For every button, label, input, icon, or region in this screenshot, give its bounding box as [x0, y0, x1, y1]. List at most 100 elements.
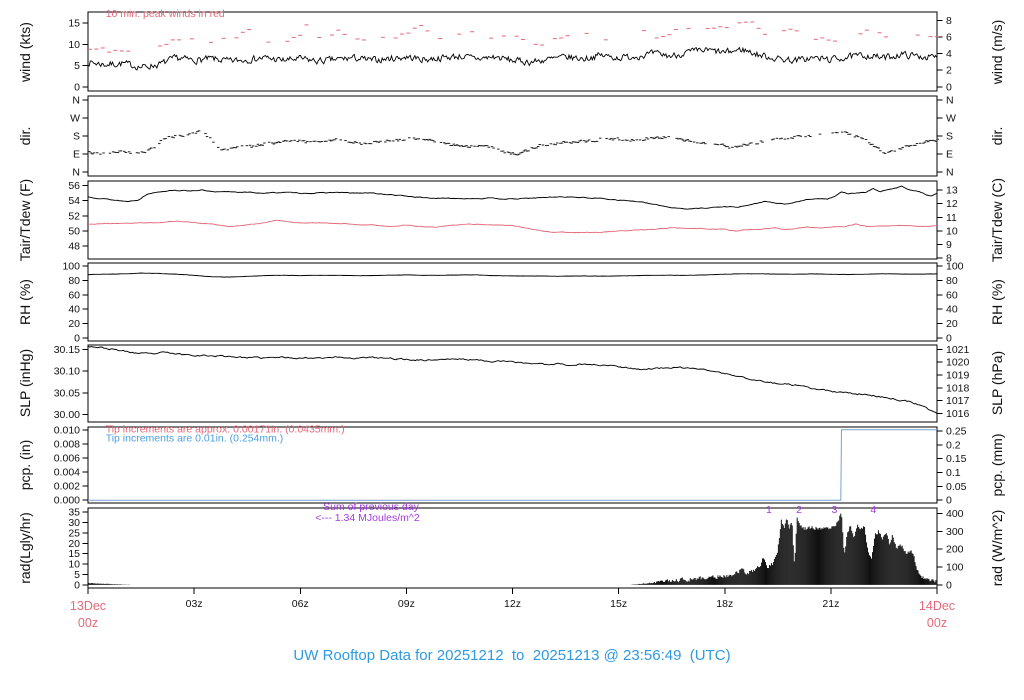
svg-text:0.008: 0.008 [54, 438, 80, 450]
svg-text:35: 35 [68, 507, 80, 519]
svg-text:20: 20 [68, 538, 80, 550]
svg-text:300: 300 [946, 526, 964, 538]
svg-text:06z: 06z [292, 598, 309, 610]
svg-text:10: 10 [68, 559, 80, 571]
svg-text:30.00: 30.00 [54, 409, 80, 421]
svg-text:0.25: 0.25 [946, 425, 967, 437]
svg-text:11: 11 [946, 212, 957, 224]
svg-text:13: 13 [946, 185, 958, 197]
svg-text:10: 10 [68, 39, 80, 51]
svg-text:9: 9 [946, 239, 952, 251]
svg-text:1020: 1020 [946, 357, 970, 369]
end-date-hour: 00z [926, 615, 948, 630]
svg-text:1017: 1017 [946, 395, 970, 407]
svg-text:5: 5 [74, 60, 80, 72]
svg-text:0: 0 [946, 495, 952, 507]
svg-text:54: 54 [68, 195, 80, 207]
svg-text:56: 56 [68, 180, 80, 192]
svg-text:60: 60 [68, 289, 80, 301]
svg-text:0.15: 0.15 [946, 453, 967, 465]
plot-title: UW Rooftop Data for 20251212 to 20251213… [293, 647, 731, 664]
svg-text:Tip increments are 0.01in. (0.: Tip increments are 0.01in. (0.254mm.) [106, 432, 284, 444]
svg-text:52: 52 [68, 210, 80, 222]
svg-text:20: 20 [68, 318, 80, 330]
svg-text:15z: 15z [610, 598, 627, 610]
svg-text:0.05: 0.05 [946, 481, 967, 493]
svg-text:2: 2 [796, 504, 802, 516]
svg-text:200: 200 [946, 544, 964, 556]
panel-wind-speed: 0 5 10 15 0 2 4 6 8 10 min. peak winds in red [68, 8, 952, 93]
svg-text:W: W [946, 113, 956, 125]
svg-text:0.004: 0.004 [54, 467, 80, 479]
svg-text:8: 8 [946, 15, 952, 27]
svg-text:0: 0 [74, 333, 80, 345]
svg-text:10: 10 [946, 225, 958, 237]
x-axis-start-date: 13Dec 00z [46, 598, 130, 631]
svg-text:80: 80 [946, 275, 958, 287]
end-date-day: 14Dec [918, 599, 956, 613]
svg-text:0.010: 0.010 [54, 424, 80, 436]
svg-text:40: 40 [68, 304, 80, 316]
svg-text:100: 100 [62, 260, 80, 272]
svg-text:E: E [946, 149, 953, 161]
svg-text:25: 25 [68, 527, 80, 539]
svg-text:2: 2 [946, 65, 952, 77]
svg-text:0: 0 [946, 579, 952, 591]
svg-text:6: 6 [946, 32, 952, 44]
svg-text:Sum of previous day: Sum of previous day [323, 501, 419, 513]
svg-text:12z: 12z [504, 598, 521, 610]
svg-text:0: 0 [74, 81, 80, 93]
rad-wm2-axis-label: rad (W/m^2) [989, 509, 1005, 587]
svg-text:100: 100 [946, 562, 964, 574]
svg-text:N: N [946, 167, 954, 179]
svg-text:0.002: 0.002 [54, 481, 80, 493]
panel-relative-humidity: 0 20 40 60 80 100 0 20 40 60 80 100 [62, 260, 963, 344]
svg-text:20: 20 [946, 318, 958, 330]
panel-precipitation: 0.000 0.002 0.004 0.006 0.008 0.010 0 0.05 0.1 0.… [54, 423, 967, 506]
svg-text:48: 48 [68, 241, 80, 253]
svg-text:1: 1 [766, 504, 772, 516]
svg-text:N: N [72, 95, 80, 107]
svg-text:Tip increments are approx. 0.0: Tip increments are approx. 0.00171in. (0… [106, 423, 345, 435]
svg-text:0: 0 [74, 579, 80, 591]
svg-text:400: 400 [946, 508, 964, 520]
start-date-day: 13Dec [69, 599, 107, 613]
svg-text:40: 40 [946, 304, 958, 316]
svg-text:03z: 03z [186, 598, 203, 610]
svg-text:1021: 1021 [946, 344, 970, 356]
svg-text:60: 60 [946, 289, 958, 301]
svg-text:0.006: 0.006 [54, 452, 80, 464]
svg-text:80: 80 [68, 275, 80, 287]
svg-text:12: 12 [946, 198, 958, 210]
svg-text:10 min. peak winds in red: 10 min. peak winds in red [106, 8, 225, 20]
svg-text:18z: 18z [716, 598, 733, 610]
svg-text:15: 15 [68, 18, 80, 30]
svg-text:8: 8 [946, 253, 952, 265]
svg-text:0: 0 [946, 333, 952, 345]
svg-text:0.1: 0.1 [946, 467, 961, 479]
svg-text:100: 100 [946, 260, 964, 272]
svg-text:<--- 1.34 MJoules/m^2: <--- 1.34 MJoules/m^2 [315, 512, 420, 524]
x-axis: 03z 06z 09z 12z 15z 18z 21z [87, 588, 938, 610]
svg-text:1016: 1016 [946, 408, 970, 420]
svg-text:09z: 09z [398, 598, 415, 610]
start-date-hour: 00z [77, 615, 99, 630]
svg-text:5: 5 [74, 569, 80, 581]
svg-text:N: N [946, 95, 954, 107]
svg-text:1019: 1019 [946, 369, 970, 381]
svg-text:N: N [72, 167, 80, 179]
svg-text:21z: 21z [822, 598, 839, 610]
x-axis-end-date: 14Dec 00z [895, 598, 979, 631]
rad-lgly-axis-label: rad(Lgly/hr) [17, 512, 33, 584]
svg-text:S: S [946, 131, 953, 143]
svg-text:E: E [73, 149, 80, 161]
svg-text:0.000: 0.000 [54, 495, 80, 507]
svg-text:50: 50 [68, 225, 80, 237]
svg-text:30: 30 [68, 517, 80, 529]
svg-text:1018: 1018 [946, 382, 970, 394]
